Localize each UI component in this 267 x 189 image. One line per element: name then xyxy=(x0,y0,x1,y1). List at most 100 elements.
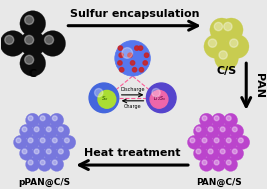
Text: pPAN@C/S: pPAN@C/S xyxy=(18,178,71,187)
Circle shape xyxy=(187,135,201,149)
Circle shape xyxy=(225,35,249,58)
Circle shape xyxy=(25,15,34,24)
Circle shape xyxy=(19,124,33,138)
Circle shape xyxy=(25,55,34,64)
Circle shape xyxy=(0,31,26,56)
Circle shape xyxy=(128,53,132,57)
Circle shape xyxy=(206,146,219,160)
Circle shape xyxy=(208,127,213,132)
Text: Heat treatment: Heat treatment xyxy=(84,148,181,158)
Circle shape xyxy=(212,158,225,171)
Circle shape xyxy=(146,83,176,113)
Circle shape xyxy=(26,158,40,171)
Text: $S_x$: $S_x$ xyxy=(101,94,109,103)
Circle shape xyxy=(56,146,70,160)
Circle shape xyxy=(139,68,144,72)
Circle shape xyxy=(138,46,143,50)
Circle shape xyxy=(214,138,219,143)
Circle shape xyxy=(58,149,63,154)
Circle shape xyxy=(194,124,207,138)
Circle shape xyxy=(214,160,219,165)
Text: PAN: PAN xyxy=(254,74,264,98)
Circle shape xyxy=(226,138,231,143)
Circle shape xyxy=(38,158,52,171)
Circle shape xyxy=(214,22,223,31)
Circle shape xyxy=(224,22,232,31)
Circle shape xyxy=(119,53,123,57)
Circle shape xyxy=(132,68,137,72)
Circle shape xyxy=(98,90,116,108)
Circle shape xyxy=(215,46,238,70)
Circle shape xyxy=(143,61,147,65)
Circle shape xyxy=(22,127,27,132)
Circle shape xyxy=(26,113,40,127)
Circle shape xyxy=(38,135,52,149)
Circle shape xyxy=(40,116,45,121)
Text: C: C xyxy=(29,69,37,79)
Circle shape xyxy=(202,116,207,121)
Circle shape xyxy=(58,127,63,132)
Circle shape xyxy=(214,116,219,121)
Circle shape xyxy=(45,35,54,44)
Circle shape xyxy=(16,138,21,143)
Circle shape xyxy=(52,138,57,143)
Circle shape xyxy=(224,158,238,171)
Circle shape xyxy=(115,40,150,76)
Circle shape xyxy=(219,18,243,42)
Circle shape xyxy=(218,124,231,138)
Circle shape xyxy=(130,61,135,65)
Circle shape xyxy=(40,138,45,143)
Circle shape xyxy=(196,149,201,154)
Circle shape xyxy=(199,158,213,171)
Circle shape xyxy=(120,68,124,72)
Circle shape xyxy=(95,88,103,97)
Text: $Li_2S_x$: $Li_2S_x$ xyxy=(153,94,167,103)
Text: Charge: Charge xyxy=(124,104,142,109)
Circle shape xyxy=(118,61,122,65)
Circle shape xyxy=(230,146,244,160)
Circle shape xyxy=(34,127,39,132)
Circle shape xyxy=(46,127,51,132)
Circle shape xyxy=(118,46,123,50)
Circle shape xyxy=(230,124,244,138)
Circle shape xyxy=(219,51,227,59)
Circle shape xyxy=(20,50,46,76)
Text: Discharge: Discharge xyxy=(120,87,145,92)
Circle shape xyxy=(40,31,65,56)
Circle shape xyxy=(20,11,46,36)
Circle shape xyxy=(206,124,219,138)
Circle shape xyxy=(220,149,225,154)
Circle shape xyxy=(32,146,45,160)
Circle shape xyxy=(212,135,225,149)
Circle shape xyxy=(190,138,195,143)
Circle shape xyxy=(236,135,250,149)
Circle shape xyxy=(28,116,33,121)
Circle shape xyxy=(52,160,57,165)
Circle shape xyxy=(62,135,76,149)
Circle shape xyxy=(50,135,64,149)
Circle shape xyxy=(224,135,238,149)
Circle shape xyxy=(22,149,27,154)
Circle shape xyxy=(199,113,213,127)
Circle shape xyxy=(44,124,58,138)
Circle shape xyxy=(232,127,237,132)
Text: C/S: C/S xyxy=(216,66,237,76)
Circle shape xyxy=(135,46,139,50)
Text: Sulfur encapsulation: Sulfur encapsulation xyxy=(70,9,199,19)
Circle shape xyxy=(5,35,14,44)
Circle shape xyxy=(238,138,243,143)
Circle shape xyxy=(25,35,34,44)
Circle shape xyxy=(14,135,27,149)
Circle shape xyxy=(152,88,160,97)
Circle shape xyxy=(226,160,231,165)
Circle shape xyxy=(56,124,70,138)
Circle shape xyxy=(40,160,45,165)
Circle shape xyxy=(232,149,237,154)
Circle shape xyxy=(202,138,207,143)
Circle shape xyxy=(32,124,45,138)
Circle shape xyxy=(44,146,58,160)
Circle shape xyxy=(50,113,64,127)
Circle shape xyxy=(52,116,57,121)
Circle shape xyxy=(19,146,33,160)
Circle shape xyxy=(220,127,225,132)
